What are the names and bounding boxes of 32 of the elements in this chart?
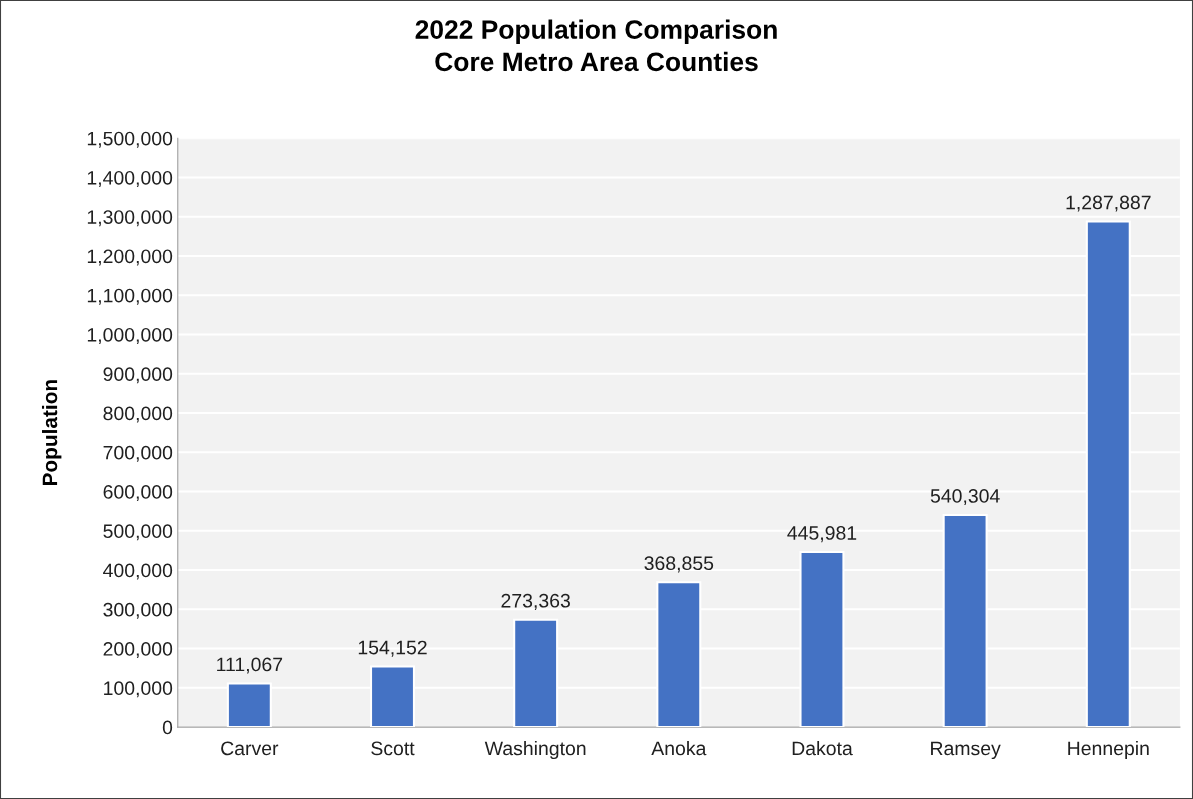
y-tick-label: 1,300,000	[87, 210, 173, 227]
y-tick-label: 100,000	[104, 681, 173, 698]
y-tick-label: 200,000	[103, 642, 173, 659]
x-tick-label: Ramsey	[931, 741, 1001, 760]
y-tick-label: 1,200,000	[87, 249, 173, 266]
data-label: 368,855	[644, 556, 714, 573]
y-tick-label: 0	[162, 720, 173, 735]
y-tick-label: 1,000,000	[87, 327, 173, 345]
data-label: 154,152	[358, 640, 427, 657]
data-label: 445,981	[787, 526, 857, 543]
y-tick-label: 600,000	[103, 485, 173, 502]
y-tick-label: 1,100,000	[87, 288, 173, 305]
x-tick-label: Anoka	[651, 740, 707, 756]
data-label: 273,363	[501, 593, 570, 610]
y-tick-label: 500,000	[103, 524, 173, 541]
y-tick-label: 1,500,000	[87, 131, 173, 148]
chart-title: 2022 Population Comparison Core Metro Area Counties	[415, 19, 777, 72]
x-tick-label: Dakota	[792, 740, 853, 756]
data-label: 1,287,887	[1066, 195, 1151, 212]
data-label: 111,067	[217, 657, 283, 674]
x-tick-label: Washington	[484, 740, 586, 760]
y-tick-label: 700,000	[103, 445, 173, 462]
y-tick-label: 1,400,000	[87, 170, 173, 188]
x-tick-label: Carver	[221, 741, 279, 756]
x-tick-label: Hennepin	[1068, 740, 1149, 760]
x-tick-label: Scott	[371, 741, 415, 756]
y-tick-label: 400,000	[103, 563, 173, 580]
y-axis-title: Population	[41, 380, 62, 486]
y-tick-label: 800,000	[103, 406, 173, 423]
y-tick-label: 900,000	[103, 367, 173, 384]
data-label: 540,304	[930, 489, 1000, 506]
y-tick-label: 300,000	[103, 602, 173, 619]
